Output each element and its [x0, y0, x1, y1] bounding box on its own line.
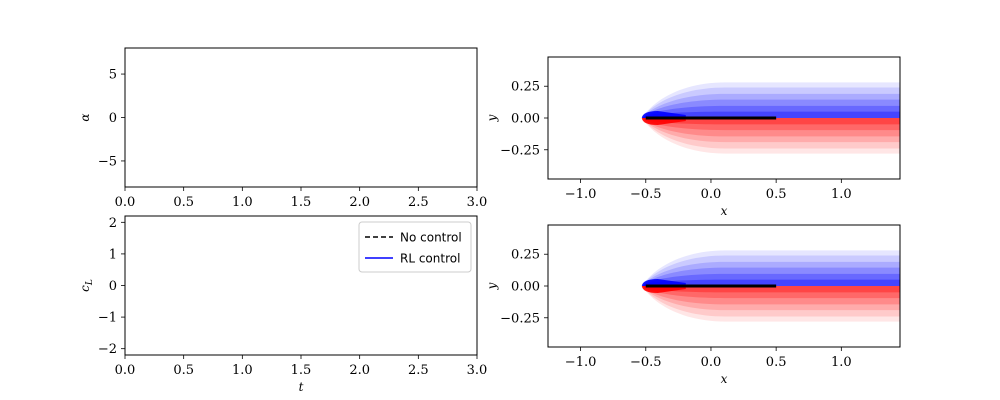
red-contour — [642, 286, 900, 322]
legend-box — [358, 221, 472, 273]
blue-contour — [642, 255, 900, 286]
blue-contour — [642, 261, 900, 286]
y-tick-label: 2 — [109, 216, 117, 231]
x-axis-label: x — [721, 372, 728, 386]
wake-field — [641, 82, 900, 154]
red-contour-core — [641, 286, 686, 293]
y-tick-label: −2 — [98, 342, 117, 357]
y-tick-label: 5 — [109, 68, 117, 83]
red-contour — [642, 118, 900, 137]
red-contour — [642, 286, 900, 305]
y-tick-label: 0.25 — [511, 248, 540, 263]
field_rl_control: −1.0 −0.5 0.0 0.5 1.0 0.25 0.00 −0.25 x y — [485, 224, 901, 386]
y-axis-label: cL — [78, 279, 95, 292]
y-tick-label: −0.25 — [500, 311, 540, 326]
y-axis-label: α — [78, 113, 92, 121]
blue-contour — [642, 99, 900, 118]
blue-contour — [642, 273, 900, 286]
y-tick-label: 0 — [109, 111, 117, 126]
x-tick-label: −1.0 — [565, 355, 597, 370]
blue-contour — [642, 279, 900, 286]
red-contour — [642, 118, 900, 149]
y-tick-label: 0.25 — [511, 80, 540, 95]
red-contour — [642, 286, 900, 317]
x-tick-label: 1.5 — [291, 195, 312, 210]
wake-field — [641, 250, 900, 322]
y-axis-label: y — [485, 282, 499, 290]
y-tick-label: 0.00 — [511, 112, 540, 127]
blue-contour-core — [641, 111, 686, 118]
x-tick-label: 0.5 — [173, 195, 194, 210]
red-contour — [642, 118, 900, 143]
legend-label: RL control — [400, 252, 460, 266]
red-contour — [642, 118, 900, 131]
alpha_plot: 0.0 0.5 1.0 1.5 2.0 2.5 3.0 5 0 −5 α — [78, 47, 488, 210]
blue-contour — [642, 105, 900, 118]
y-tick-label: −1 — [98, 311, 117, 326]
blue-contour — [642, 82, 900, 118]
blue-contour-core — [641, 279, 686, 286]
blue-contour — [642, 93, 900, 118]
x-tick-label: 2.0 — [349, 195, 370, 210]
x-tick-label: 1.0 — [232, 363, 253, 378]
blue-contour — [642, 111, 900, 118]
x-tick-label: 0.0 — [701, 187, 722, 202]
x-tick-label: 1.5 — [291, 363, 312, 378]
x-tick-label: −1.0 — [565, 187, 597, 202]
red-contour — [642, 286, 900, 311]
y-tick-label: 1 — [109, 247, 117, 262]
y-tick-label: −5 — [98, 154, 117, 169]
x-tick-label: 2.5 — [408, 363, 429, 378]
x-tick-label: 0.0 — [115, 363, 136, 378]
x-tick-label: 3.0 — [467, 195, 488, 210]
blue-contour — [642, 267, 900, 286]
x-tick-label: −0.5 — [630, 187, 662, 202]
blue-contour — [642, 87, 900, 118]
x-tick-label: 0.5 — [173, 363, 194, 378]
legend: No control RL control — [358, 221, 472, 273]
x-tick-label: 1.0 — [831, 187, 852, 202]
y-tick-label: 0.00 — [511, 280, 540, 295]
x-tick-label: 0.0 — [115, 195, 136, 210]
red-contour — [642, 286, 900, 299]
x-tick-label: 1.0 — [232, 195, 253, 210]
y-tick-label: 0 — [109, 279, 117, 294]
red-contour — [642, 118, 900, 125]
y-axis-label-subscript: L — [85, 279, 95, 286]
x-tick-label: 2.5 — [408, 195, 429, 210]
cl_plot: 0.0 0.5 1.0 1.5 2.0 2.5 3.0 2 1 0 −1 −2 t cL No contro… — [78, 215, 488, 394]
red-contour — [642, 118, 900, 154]
y-axis-label: y — [485, 114, 499, 122]
x-tick-label: 0.5 — [766, 355, 787, 370]
x-tick-label: 3.0 — [467, 363, 488, 378]
x-axis-label: x — [721, 204, 728, 218]
x-tick-label: 0.5 — [766, 187, 787, 202]
x-tick-label: 0.0 — [701, 355, 722, 370]
x-tick-label: 1.0 — [831, 355, 852, 370]
red-contour — [642, 286, 900, 293]
red-contour-core — [641, 118, 686, 125]
blue-contour — [642, 250, 900, 286]
y-tick-label: −0.25 — [500, 143, 540, 158]
legend-label: No control — [400, 231, 462, 245]
x-tick-label: −0.5 — [630, 355, 662, 370]
axes-frame — [124, 47, 478, 188]
x-tick-label: 2.0 — [349, 363, 370, 378]
x-axis-label: t — [299, 380, 304, 394]
field_no_control: −1.0 −0.5 0.0 0.5 1.0 0.25 0.00 −0.25 x y — [485, 56, 901, 218]
